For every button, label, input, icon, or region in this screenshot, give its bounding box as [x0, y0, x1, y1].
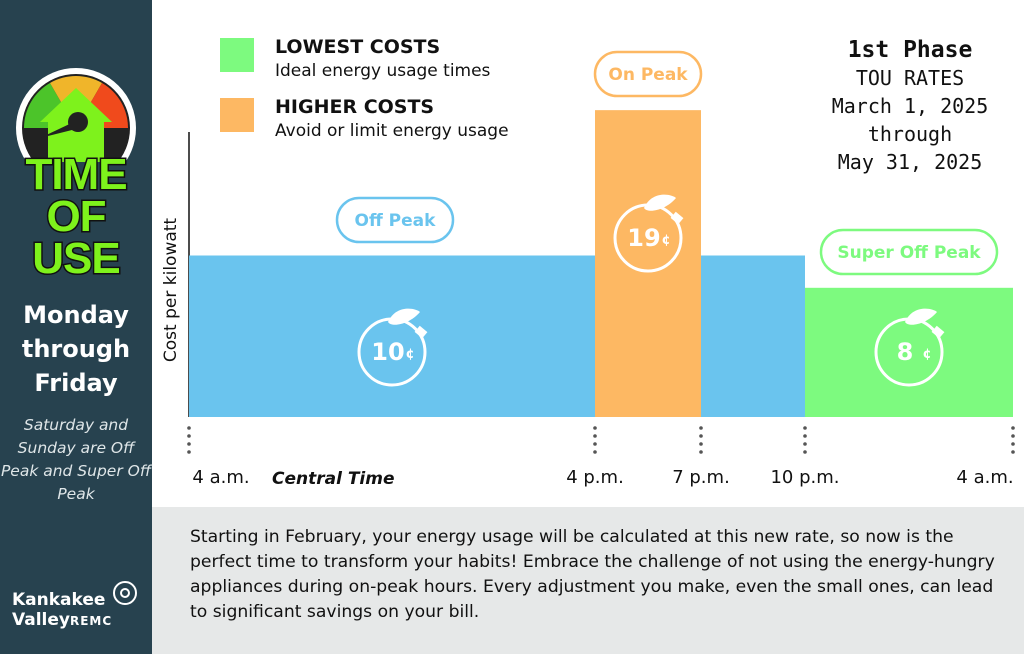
footer-panel: Starting in February, your energy usage …: [152, 507, 1024, 654]
tick-dot: [803, 426, 807, 430]
rate-value: 10: [371, 338, 404, 366]
legend-swatch: [220, 38, 254, 72]
bar-off-peak: [189, 255, 595, 417]
tick-dot: [699, 426, 703, 430]
legend-subtitle: Ideal energy usage times: [275, 61, 491, 81]
badge-on-peak: On Peak: [608, 65, 688, 85]
rate-unit: ¢: [661, 233, 670, 248]
rate-value: 19: [627, 224, 660, 252]
sidebar: TIME OF USE Monday through Friday Saturd…: [0, 0, 152, 654]
x-tick-label: 4 a.m.: [956, 467, 1014, 488]
tick-dot: [593, 450, 597, 454]
tick-dot: [187, 426, 191, 430]
rate-value: 8: [897, 338, 914, 366]
y-axis-label: Cost per kilowatt: [161, 217, 181, 363]
legend-title: HIGHER COSTS: [275, 96, 435, 118]
timezone-label: Central Time: [272, 469, 395, 489]
tick-dot: [803, 434, 807, 438]
brand-logo: Kankakee ValleyREMC: [12, 590, 112, 631]
x-tick-label: 10 p.m.: [770, 467, 840, 488]
time-of-use-logo: TIME OF USE: [10, 62, 142, 282]
tick-dot: [1011, 434, 1015, 438]
x-tick-label: 4 p.m.: [566, 467, 624, 488]
tick-dot: [1011, 450, 1015, 454]
footer-text: Starting in February, your energy usage …: [190, 527, 995, 622]
tick-dot: [187, 434, 191, 438]
tick-dot: [593, 426, 597, 430]
x-tick-label: 4 a.m.: [192, 467, 250, 488]
phase-info: 1st Phase TOU RATES March 1, 2025 throug…: [810, 36, 1010, 176]
logo-word: TIME: [24, 150, 129, 199]
weekend-note: Saturday and Sunday are Off Peak and Sup…: [0, 416, 152, 503]
leaf-icon: [905, 308, 937, 325]
leaf-icon: [644, 194, 676, 211]
phase-title: 1st Phase: [847, 37, 973, 63]
tick-dot: [699, 450, 703, 454]
bar-off-peak: [701, 255, 805, 417]
speedometer-house-icon: [16, 68, 136, 162]
legend-subtitle: Avoid or limit energy usage: [275, 121, 509, 141]
brand-suffix: REMC: [69, 614, 113, 628]
brand-line2: Valley: [12, 610, 70, 630]
x-tick-label: 7 p.m.: [672, 467, 730, 488]
plug-icon: [931, 325, 945, 339]
legend-title: LOWEST COSTS: [275, 36, 441, 58]
plug-icon: [414, 325, 428, 339]
logo-word: USE: [31, 234, 122, 283]
weekday-label: Monday through Friday: [21, 301, 131, 397]
rate-unit: ¢: [405, 347, 414, 362]
rate-unit: ¢: [922, 347, 931, 362]
tick-dot: [699, 442, 703, 446]
badge-off-peak: Off Peak: [355, 211, 437, 231]
phase-start: March 1, 2025: [831, 94, 989, 118]
logo-word: OF: [45, 192, 108, 241]
phase-end: May 31, 2025: [837, 150, 983, 174]
tick-dot: [187, 442, 191, 446]
tick-dot: [803, 450, 807, 454]
badge-pill: [593, 50, 703, 98]
bar-super-off-peak: [805, 287, 1013, 417]
plug-icon: [670, 211, 684, 225]
tick-dot: [1011, 442, 1015, 446]
badge-super-off-peak: Super Off Peak: [837, 243, 981, 263]
legend-swatch: [220, 98, 254, 132]
phase-through: through: [867, 122, 953, 146]
badge-pill: [819, 228, 999, 276]
phase-subtitle: TOU RATES: [855, 66, 965, 90]
swirl-icon: [113, 581, 137, 605]
tick-dot: [803, 442, 807, 446]
tick-dot: [593, 442, 597, 446]
leaf-icon: [388, 308, 420, 325]
badge-pill: [335, 196, 455, 244]
bar-on-peak: [595, 110, 701, 418]
tick-dot: [593, 434, 597, 438]
tick-dot: [187, 450, 191, 454]
tick-dot: [1011, 426, 1015, 430]
brand-line1: Kankakee: [12, 590, 106, 610]
tick-dot: [699, 434, 703, 438]
